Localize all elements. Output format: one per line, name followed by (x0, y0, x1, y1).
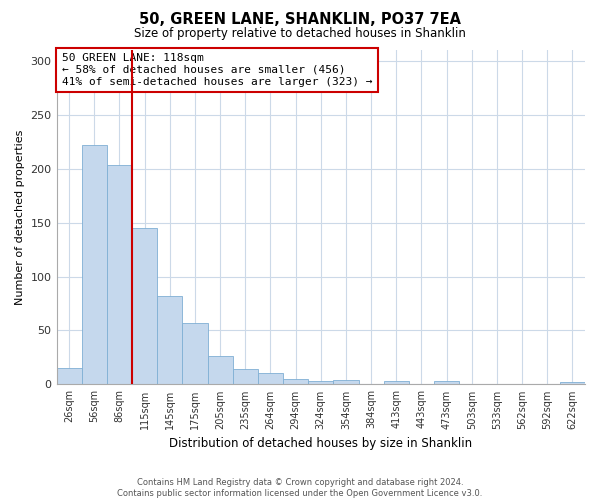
Text: 50, GREEN LANE, SHANKLIN, PO37 7EA: 50, GREEN LANE, SHANKLIN, PO37 7EA (139, 12, 461, 28)
Bar (334, 380, 359, 384)
Bar (208, 356, 233, 384)
Bar (107, 166, 132, 384)
Bar (182, 323, 208, 384)
Bar (283, 379, 308, 384)
Bar (258, 372, 283, 384)
Text: 50 GREEN LANE: 118sqm
← 58% of detached houses are smaller (456)
41% of semi-det: 50 GREEN LANE: 118sqm ← 58% of detached … (62, 54, 373, 86)
Y-axis label: Number of detached properties: Number of detached properties (15, 130, 25, 305)
Text: Size of property relative to detached houses in Shanklin: Size of property relative to detached ho… (134, 28, 466, 40)
Bar (132, 228, 157, 384)
Bar (383, 381, 409, 384)
Bar (308, 381, 334, 384)
Bar (157, 296, 182, 384)
X-axis label: Distribution of detached houses by size in Shanklin: Distribution of detached houses by size … (169, 437, 472, 450)
Bar (434, 381, 459, 384)
Bar (56, 368, 82, 384)
Bar (82, 145, 107, 384)
Bar (233, 370, 258, 384)
Bar (560, 382, 585, 384)
Text: Contains HM Land Registry data © Crown copyright and database right 2024.
Contai: Contains HM Land Registry data © Crown c… (118, 478, 482, 498)
